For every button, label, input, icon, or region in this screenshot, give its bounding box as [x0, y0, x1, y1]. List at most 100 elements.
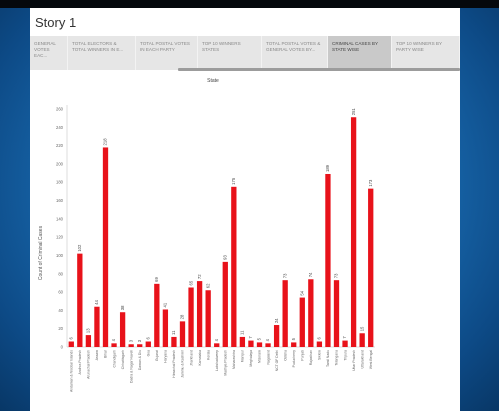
- bar[interactable]: [162, 309, 169, 347]
- category-label: Sikkim: [318, 350, 322, 360]
- bar[interactable]: [119, 312, 126, 347]
- bar[interactable]: [85, 335, 92, 347]
- y-tick-label: 100: [56, 253, 64, 258]
- bar[interactable]: [94, 306, 100, 347]
- bar-value-label: 44: [94, 299, 99, 304]
- criminal-cases-bar-chart: State Count of Criminal Cases 0 20 40 60 80 1…: [38, 78, 375, 392]
- y-tick-label: 20: [58, 326, 63, 331]
- category-label: Goa: [146, 350, 150, 357]
- tab-postal-and-general-votes[interactable]: TOTAL POSTAL VOTES & GENERAL VOTES BY...: [262, 36, 328, 70]
- bar-value-label: 15: [359, 326, 364, 331]
- bar-value-label: 13: [86, 328, 91, 333]
- tab-total-postal-votes[interactable]: TOTAL POSTAL VOTES IN EACH PARTY: [136, 36, 198, 70]
- category-label: Meghalaya: [249, 350, 253, 367]
- category-label: Chandigarh: [112, 350, 116, 368]
- bar[interactable]: [154, 283, 160, 347]
- bar[interactable]: [239, 336, 246, 347]
- category-label: Andaman & Nicobar Islands: [69, 350, 73, 392]
- bar[interactable]: [214, 343, 220, 347]
- category-label: West Bengal: [369, 350, 373, 369]
- y-axis-label: Count of Criminal Cases: [38, 225, 44, 280]
- bar-value-label: 102: [77, 244, 82, 252]
- tabs-scrollbar[interactable]: [178, 68, 460, 71]
- bar[interactable]: [68, 341, 74, 347]
- tab-total-electors[interactable]: TOTAL ELECTORS & TOTAL WINNERS IN E...: [68, 36, 136, 70]
- bar[interactable]: [333, 280, 340, 347]
- y-tick-label: 40: [58, 308, 63, 313]
- y-tick-label: 260: [56, 107, 64, 112]
- y-tick-label: 120: [56, 235, 64, 240]
- bar[interactable]: [179, 321, 186, 347]
- tab-criminal-cases-state-wise[interactable]: CRIMINAL CASES BY STATE WISE: [328, 36, 392, 70]
- bar[interactable]: [188, 287, 194, 348]
- y-ticks: 0 20 40 60 80 100 120 140 160 180 200 220 240 260: [56, 107, 64, 350]
- chart-area: State Count of Criminal Cases 0 20 40 60 80 1…: [30, 71, 460, 411]
- category-label: Lakshadweep: [215, 350, 219, 371]
- bar-value-label: 7: [248, 336, 253, 339]
- category-label: Himachal Pradesh: [172, 350, 176, 378]
- bar[interactable]: [359, 333, 365, 347]
- bar-value-label: 74: [308, 272, 313, 277]
- bar[interactable]: [77, 253, 83, 347]
- story-tabs: GENERAL VOTES EAC... TOTAL ELECTORS & TO…: [30, 36, 460, 70]
- bar[interactable]: [171, 336, 177, 347]
- category-label: Tamil Nadu: [326, 350, 330, 367]
- tab-top-10-winners-states[interactable]: TOP 10 WINNERS STATES: [198, 36, 262, 70]
- bar[interactable]: [273, 325, 280, 347]
- bar[interactable]: [265, 343, 271, 347]
- bar-value-label: 4: [214, 338, 219, 341]
- bar[interactable]: [325, 173, 331, 347]
- category-label: Andhra Pradesh: [78, 350, 82, 375]
- bar[interactable]: [350, 117, 357, 347]
- category-label: Punjab: [300, 350, 304, 361]
- bar-value-label: 62: [205, 283, 210, 288]
- bar-value-label: 73: [334, 273, 339, 278]
- bar-value-label: 11: [240, 330, 245, 335]
- y-tick-label: 140: [56, 216, 64, 221]
- category-label: Odisha: [283, 350, 287, 361]
- bar[interactable]: [282, 280, 288, 347]
- bar[interactable]: [248, 340, 254, 347]
- bar-value-label: 218: [103, 138, 108, 146]
- bar[interactable]: [231, 186, 237, 347]
- category-label: Uttar Pradesh: [352, 350, 356, 371]
- category-label: Uttarakhand: [360, 350, 364, 369]
- bar[interactable]: [368, 188, 374, 347]
- bar-value-label: 11: [171, 330, 176, 335]
- y-tick-label: 200: [56, 161, 64, 166]
- bar[interactable]: [145, 341, 151, 347]
- bar-value-label: 4: [111, 338, 116, 341]
- category-label: Maharashtra: [232, 350, 236, 369]
- bar-value-label: 54: [299, 290, 304, 295]
- bar[interactable]: [102, 147, 109, 347]
- tab-general-votes[interactable]: GENERAL VOTES EAC...: [30, 36, 68, 70]
- bar[interactable]: [342, 340, 348, 347]
- bar-value-label: 7: [342, 336, 347, 339]
- bar[interactable]: [128, 344, 134, 347]
- story-title: Story 1: [35, 15, 77, 30]
- bar[interactable]: [291, 342, 297, 347]
- category-label: Assam: [95, 350, 99, 361]
- bar-value-label: 28: [180, 314, 185, 319]
- category-label: Tripura: [343, 350, 347, 361]
- bar-value-label: 72: [197, 274, 202, 279]
- bar[interactable]: [256, 342, 263, 347]
- bar[interactable]: [222, 261, 228, 347]
- tab-top-10-winners-party-wise[interactable]: TOP 10 WINNERS BY PARTY WISE: [392, 36, 460, 70]
- bar-value-label: 69: [154, 277, 159, 282]
- bar[interactable]: [137, 344, 143, 347]
- bar-value-label: 6: [317, 337, 322, 340]
- bar[interactable]: [205, 290, 211, 347]
- y-tick-label: 160: [56, 198, 64, 203]
- bar[interactable]: [316, 341, 323, 347]
- category-label: Manipur: [241, 349, 245, 362]
- category-label: Haryana: [164, 350, 168, 363]
- y-tick-label: 240: [56, 125, 64, 130]
- bar[interactable]: [308, 279, 314, 347]
- bar-value-label: 41: [163, 302, 168, 307]
- bar[interactable]: [299, 297, 305, 347]
- bar[interactable]: [111, 343, 117, 347]
- bar-value-label: 5: [257, 337, 262, 340]
- bar[interactable]: [196, 281, 203, 347]
- y-tick-label: 180: [56, 180, 64, 185]
